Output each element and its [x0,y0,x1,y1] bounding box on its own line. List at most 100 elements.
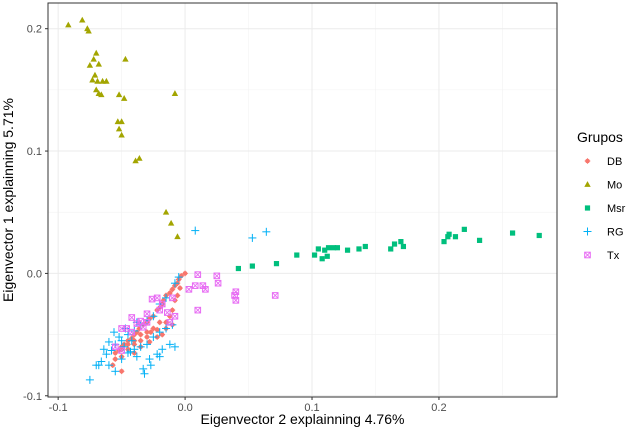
point-mo [132,157,139,164]
point-rg [140,369,149,378]
point-mo [167,219,175,226]
point-db [174,292,181,299]
point-mo [115,91,123,98]
point-tx [139,323,147,331]
point-rg [191,226,200,235]
point-tx [143,310,151,318]
point-rg [107,346,116,355]
point-mo [90,55,97,62]
point-tx [202,286,209,293]
point-rg [92,361,101,370]
legend-key-tx [584,251,591,259]
point-tx [133,320,141,327]
point-mo [115,125,123,132]
point-rg [136,342,145,351]
point-db [144,334,150,340]
data-points [65,16,542,384]
legend-label-tx: Tx [607,250,620,262]
point-mo [65,21,72,28]
point-rg [145,355,154,364]
point-db [146,339,153,345]
series-mo [65,16,181,240]
legend-label-rg: RG [607,227,624,239]
point-mo [79,16,86,23]
legend-item-mo: Mo [579,175,622,193]
point-msr [400,243,407,250]
point-db [137,337,144,344]
point-msr [249,263,255,269]
point-rg [102,350,111,359]
y-tick-label: 0.1 [27,146,42,158]
point-tx [171,312,179,320]
point-db [182,270,188,277]
point-msr [388,246,394,252]
point-rg [132,352,141,361]
point-db [112,350,119,356]
point-rg [99,345,108,354]
point-rg [139,364,148,373]
point-msr [441,239,447,245]
y-tick-label: 0.0 [27,268,42,280]
point-tx [166,319,174,326]
point-msr [452,234,459,240]
point-tx [111,343,119,351]
point-msr [344,247,351,253]
point-msr [509,230,516,236]
point-msr [391,241,398,247]
x-tick-label: -0.1 [49,402,68,414]
legend-item-tx: Tx [579,246,620,263]
point-db [144,329,150,335]
legend-key-rg [583,227,592,236]
point-rg [146,361,155,370]
point-msr [319,256,325,262]
point-msr [536,232,542,239]
x-tick-label: 0.2 [431,402,446,414]
point-db [159,331,166,338]
point-mo [91,71,99,78]
point-rg [262,227,271,236]
point-rg [155,352,164,361]
point-tx [148,295,156,303]
point-tx [156,306,164,314]
point-tx [137,317,144,325]
point-db [125,341,131,348]
point-db [177,285,183,291]
point-msr [330,245,337,251]
legend-label-mo: Mo [607,180,622,192]
point-rg [85,375,94,384]
point-db [156,319,163,326]
point-rg [162,324,171,333]
legend-label-db: DB [607,156,622,168]
point-db [150,325,157,332]
y-tick-label: 0.2 [27,24,42,36]
point-tx [158,300,166,308]
x-tick-label: 0.1 [304,402,319,414]
point-tx [191,282,199,289]
point-db [137,331,144,338]
legend-label-msr: Msr [607,203,626,215]
point-msr [322,247,328,253]
point-tx [271,292,279,299]
point-rg [127,336,136,345]
point-tx [214,279,222,287]
point-rg [174,273,183,282]
point-tx [118,325,125,332]
x-tick-label: 0.0 [177,402,192,414]
point-mo [118,118,125,125]
point-msr [324,253,330,259]
point-msr [356,246,362,252]
point-mo [94,77,101,84]
point-mo [122,55,129,62]
point-tx [169,294,176,302]
legend-item-msr: Msr [579,199,626,216]
y-axis-ticks: -0.1 0.0 0.1 0.2 [23,24,48,403]
legend: Grupos DB Mo Msr RG Tx [577,129,626,263]
point-rg [248,233,257,242]
point-mo [98,91,105,98]
point-msr [273,261,280,267]
point-rg [111,367,120,376]
point-tx [185,286,193,293]
point-rg [170,279,179,288]
point-mo [174,233,181,240]
